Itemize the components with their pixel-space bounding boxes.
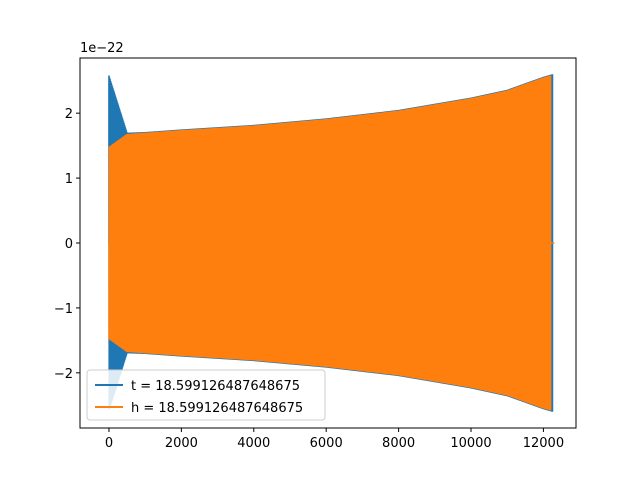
legend: t = 18.599126487648675 h = 18.5991264876… bbox=[86, 369, 326, 421]
legend-label-h: h = 18.599126487648675 bbox=[131, 401, 303, 416]
x-tick-label: 2000 bbox=[165, 436, 198, 451]
legend-box bbox=[86, 369, 326, 421]
legend-label-t: t = 18.599126487648675 bbox=[131, 379, 300, 394]
y-offset-label: 1e−22 bbox=[80, 41, 124, 56]
x-tick-label: 6000 bbox=[310, 436, 343, 451]
x-tick-label: 8000 bbox=[382, 436, 415, 451]
x-tick-label: 0 bbox=[105, 436, 113, 451]
y-tick-label: 1 bbox=[65, 172, 73, 187]
x-tick-label: 4000 bbox=[237, 436, 270, 451]
x-tick-label: 12000 bbox=[523, 436, 564, 451]
x-tick-label: 10000 bbox=[450, 436, 491, 451]
y-tick-label: −1 bbox=[54, 302, 73, 317]
series-layer bbox=[108, 74, 555, 412]
y-axis: −2 −1 0 1 2 bbox=[54, 107, 80, 382]
x-axis: 0 2000 4000 6000 8000 10000 12000 bbox=[105, 428, 564, 451]
y-tick-label: −2 bbox=[54, 367, 73, 382]
series-line-h bbox=[108, 75, 555, 411]
y-tick-label: 2 bbox=[65, 107, 73, 122]
y-tick-label: 0 bbox=[65, 237, 73, 252]
